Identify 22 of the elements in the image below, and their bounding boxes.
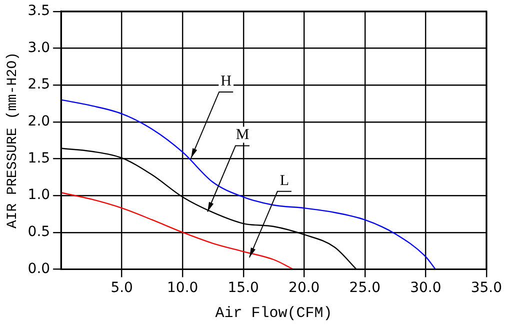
annotation: M	[236, 127, 250, 144]
x-tick-label: 35.0	[470, 280, 502, 296]
x-axis-title: Air Flow(CFM)	[215, 304, 332, 322]
x-tick-label: 25.0	[349, 280, 380, 296]
y-axis-title: AIR PRESSURE (mm-H2O)	[5, 52, 22, 229]
y-tick-label: 1.5	[28, 150, 50, 166]
y-tick-label: 2.0	[28, 114, 50, 130]
x-tick-label: 20.0	[288, 280, 320, 296]
annotation: H	[220, 73, 232, 90]
line-series	[61, 99, 436, 270]
annotation: L	[280, 172, 290, 189]
y-tick-label: 0.0	[28, 260, 50, 277]
x-tick-label: 15.0	[228, 280, 259, 296]
x-tick-label: 10.0	[167, 280, 198, 296]
x-tick-label: 5.0	[110, 280, 133, 296]
y-tick-label: 3.0	[28, 40, 50, 56]
x-tick-label: 30.0	[410, 280, 442, 296]
y-tick-label: 0.5	[28, 224, 50, 240]
y-tick-label: 1.0	[28, 187, 50, 204]
line-series	[61, 192, 294, 270]
y-tick-label: 2.5	[28, 76, 50, 93]
y-tick-label: 3.5	[28, 3, 50, 20]
